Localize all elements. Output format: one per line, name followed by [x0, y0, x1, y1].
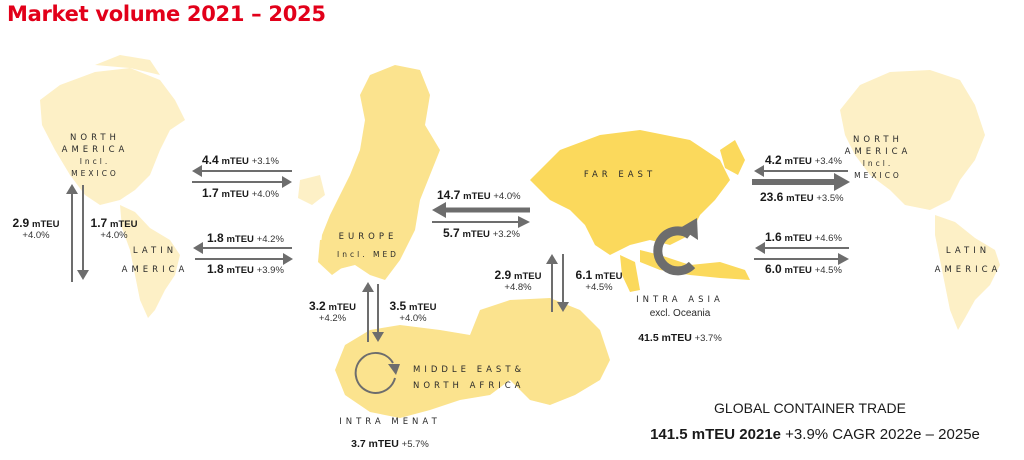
flow-eu-to-na: 4.4 mTEU +3.1% — [202, 153, 279, 167]
latin-america-left-shape — [120, 205, 180, 318]
region-label-europe: EUROPE Incl. MED — [337, 232, 399, 259]
flow-na-to-eu: 1.7 mTEU +4.0% — [202, 186, 279, 200]
intra-asia-volume: 41.5 mTEU +3.7% — [638, 332, 722, 344]
region-label-latin-america-right: LATIN AMERICA — [934, 246, 1002, 275]
region-label-north-america-right: NORTH AMERICA Incl. MEXICO — [844, 135, 912, 180]
flow-eu-to-latam: 1.8 mTEU +4.2% — [207, 231, 284, 245]
flow-menat-to-fe: 2.9 mTEU +4.8% — [494, 268, 542, 293]
far-east-shape — [530, 130, 750, 292]
flow-eu-to-fe: 5.7 mTEU +3.2% — [443, 226, 520, 240]
global-summary: GLOBAL CONTAINER TRADE 141.5 mTEU 2021e … — [620, 400, 1010, 443]
europe-shape — [298, 65, 440, 280]
flow-fe-to-menat: 6.1 mTEU +4.5% — [575, 268, 623, 293]
region-label-intra-menat: INTRA MENAT — [339, 417, 441, 427]
flow-na-to-latam: 1.7 mTEU +4.0% — [90, 216, 138, 241]
intra-menat-volume: 3.7 mTEU +5.7% — [351, 438, 429, 450]
latin-america-right-shape — [935, 215, 1000, 330]
region-label-north-america-left: NORTH AMERICA Incl. MEXICO — [61, 133, 129, 178]
region-label-latin-america-left: LATIN AMERICA — [121, 246, 189, 275]
intra-menat-cycle-icon — [354, 351, 400, 394]
flow-latam-to-na: 2.9 mTEU +4.0% — [12, 216, 60, 241]
flow-fe-to-latam: 6.0 mTEU +4.5% — [765, 262, 842, 276]
north-america-left-shape — [40, 55, 185, 205]
north-america-right-shape — [840, 70, 985, 210]
flow-menat-to-eu: 3.2 mTEU +4.2% — [309, 299, 356, 324]
flow-latam-to-fe: 1.6 mTEU +4.6% — [765, 230, 842, 244]
global-volume: 141.5 mTEU 2021e — [650, 426, 781, 443]
global-heading: GLOBAL CONTAINER TRADE — [714, 400, 906, 416]
flow-latam-to-eu: 1.8 mTEU +3.9% — [207, 262, 284, 276]
intra-asia-cycle-icon — [653, 218, 698, 276]
global-cagr: +3.9% CAGR 2022e – 2025e — [785, 426, 980, 443]
flow-fe-to-eu: 14.7 mTEU +4.0% — [437, 188, 521, 202]
flow-arrows — [66, 165, 850, 342]
menat-shape — [335, 298, 610, 418]
page-title: Market volume 2021 – 2025 — [7, 2, 326, 26]
flow-eu-to-menat: 3.5 mTEU +4.0% — [389, 299, 437, 324]
flow-na-to-fe: 4.2 mTEU +3.4% — [765, 153, 842, 167]
flow-fe-to-na: 23.6 mTEU +3.5% — [760, 190, 844, 204]
region-label-far-east: FAR EAST — [583, 170, 657, 180]
global-line: 141.5 mTEU 2021e +3.9% CAGR 2022e – 2025… — [620, 426, 1010, 443]
region-label-menat: MIDDLE EAST& NORTH AFRICA — [413, 365, 526, 391]
region-label-intra-asia: INTRA ASIA excl. Oceania — [636, 295, 724, 319]
